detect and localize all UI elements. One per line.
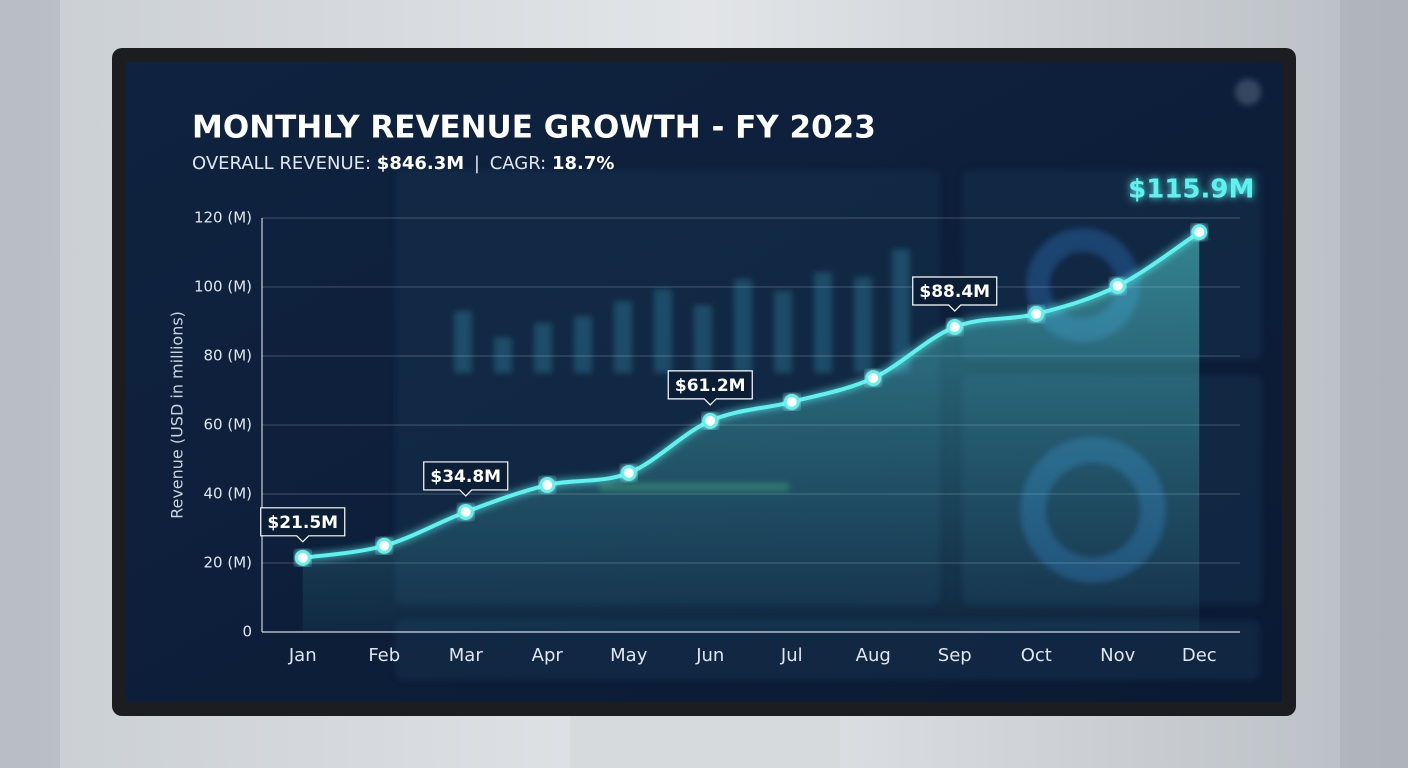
y-tick-label: 0 — [242, 623, 252, 641]
point — [1191, 224, 1208, 241]
y-tick-label: 40 (M) — [203, 485, 252, 503]
point — [294, 549, 311, 566]
x-tick-label: Sep — [938, 645, 972, 666]
area — [302, 232, 1200, 632]
label-callout — [667, 370, 753, 406]
point — [620, 464, 637, 481]
line — [302, 230, 1201, 560]
chart-title: MONTHLY REVENUE GROWTH - FY 2023 — [192, 110, 876, 146]
x-tick-label: Jul — [780, 645, 803, 666]
point — [702, 412, 719, 429]
x-tick-label: Aug — [856, 645, 891, 666]
data-label-box: $21.5M — [260, 507, 346, 543]
x-tick-label: Apr — [532, 645, 564, 666]
x-tick-label: Dec — [1182, 645, 1217, 666]
data-label-box: $34.8M — [423, 461, 509, 497]
x-tick-label: Oct — [1021, 645, 1052, 666]
window-frame — [1340, 0, 1408, 768]
monitor-stand — [570, 712, 840, 768]
subtitle-label: OVERALL REVENUE: — [192, 153, 371, 174]
point — [865, 370, 882, 387]
data-label: $88.4M — [919, 282, 990, 302]
x-tick-label: Feb — [368, 645, 400, 666]
point — [783, 393, 800, 410]
data-label-box: $61.2M — [667, 370, 753, 406]
point — [1109, 277, 1126, 294]
data-label: $61.2M — [675, 376, 746, 396]
chart-subtitle: OVERALL REVENUE: $846.3M | CAGR: 18.7% — [192, 153, 614, 174]
subtitle-label: CAGR: — [490, 153, 547, 174]
point — [946, 319, 963, 336]
subtitle-value: 18.7% — [552, 153, 614, 174]
y-axis-label: Revenue (USD in millions) — [168, 311, 187, 519]
point — [539, 477, 556, 494]
point — [457, 503, 474, 520]
y-tick-label: 60 (M) — [203, 416, 252, 434]
x-tick-label: Jan — [288, 645, 317, 666]
x-tick-label: Nov — [1100, 645, 1135, 666]
data-label: $115.9M — [1128, 175, 1254, 205]
x-tick-label: Mar — [449, 645, 484, 666]
data-label: $21.5M — [267, 513, 338, 533]
label-callout — [423, 461, 509, 497]
label-callout — [260, 507, 346, 543]
data-label-box: $88.4M — [912, 276, 998, 312]
point — [1028, 305, 1045, 322]
y-tick-label: 120 (M) — [194, 209, 252, 227]
label-callout — [912, 276, 998, 312]
subtitle-value: $846.3M — [377, 153, 464, 174]
y-tick-label: 100 (M) — [194, 278, 252, 296]
data-label: $34.8M — [430, 467, 501, 487]
y-tick-label: 80 (M) — [203, 347, 252, 365]
window-frame — [0, 0, 60, 768]
y-tick-label: 20 (M) — [203, 554, 252, 572]
point — [376, 537, 393, 554]
x-tick-label: May — [610, 645, 648, 666]
subtitle-separator: | — [474, 153, 480, 174]
x-tick-label: Jun — [695, 645, 724, 666]
